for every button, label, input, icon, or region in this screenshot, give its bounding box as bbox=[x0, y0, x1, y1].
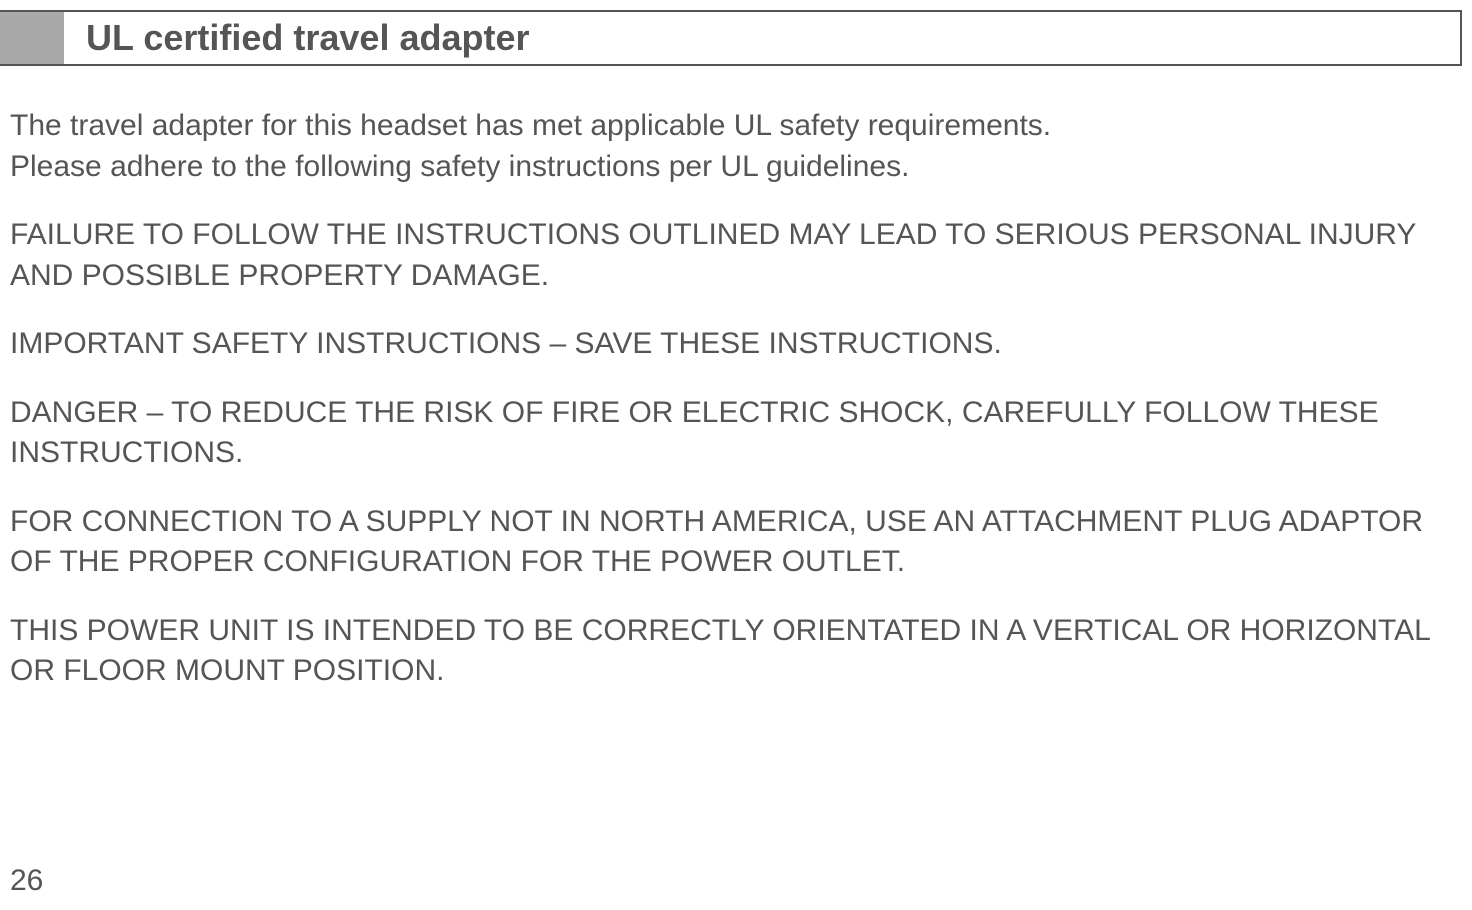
intro-line-2: Please adhere to the following safety in… bbox=[10, 147, 1462, 188]
section-header: UL certified travel adapter bbox=[0, 10, 1462, 66]
intro-line-1: The travel adapter for this headset has … bbox=[10, 106, 1462, 147]
warning-paragraph-2: IMPORTANT SAFETY INSTRUCTIONS – SAVE THE… bbox=[10, 324, 1462, 365]
intro-paragraph: The travel adapter for this headset has … bbox=[10, 106, 1462, 187]
warning-paragraph-3: DANGER – TO REDUCE THE RISK OF FIRE OR E… bbox=[10, 393, 1462, 474]
warning-paragraph-1: FAILURE TO FOLLOW THE INSTRUCTIONS OUTLI… bbox=[10, 215, 1462, 296]
warning-paragraph-4: FOR CONNECTION TO A SUPPLY NOT IN NORTH … bbox=[10, 502, 1462, 583]
section-title: UL certified travel adapter bbox=[64, 12, 530, 64]
header-accent-block bbox=[0, 12, 64, 64]
page-number: 26 bbox=[10, 864, 43, 898]
warning-paragraph-5: THIS POWER UNIT IS INTENDED TO BE CORREC… bbox=[10, 611, 1462, 692]
content-area: The travel adapter for this headset has … bbox=[0, 66, 1472, 692]
